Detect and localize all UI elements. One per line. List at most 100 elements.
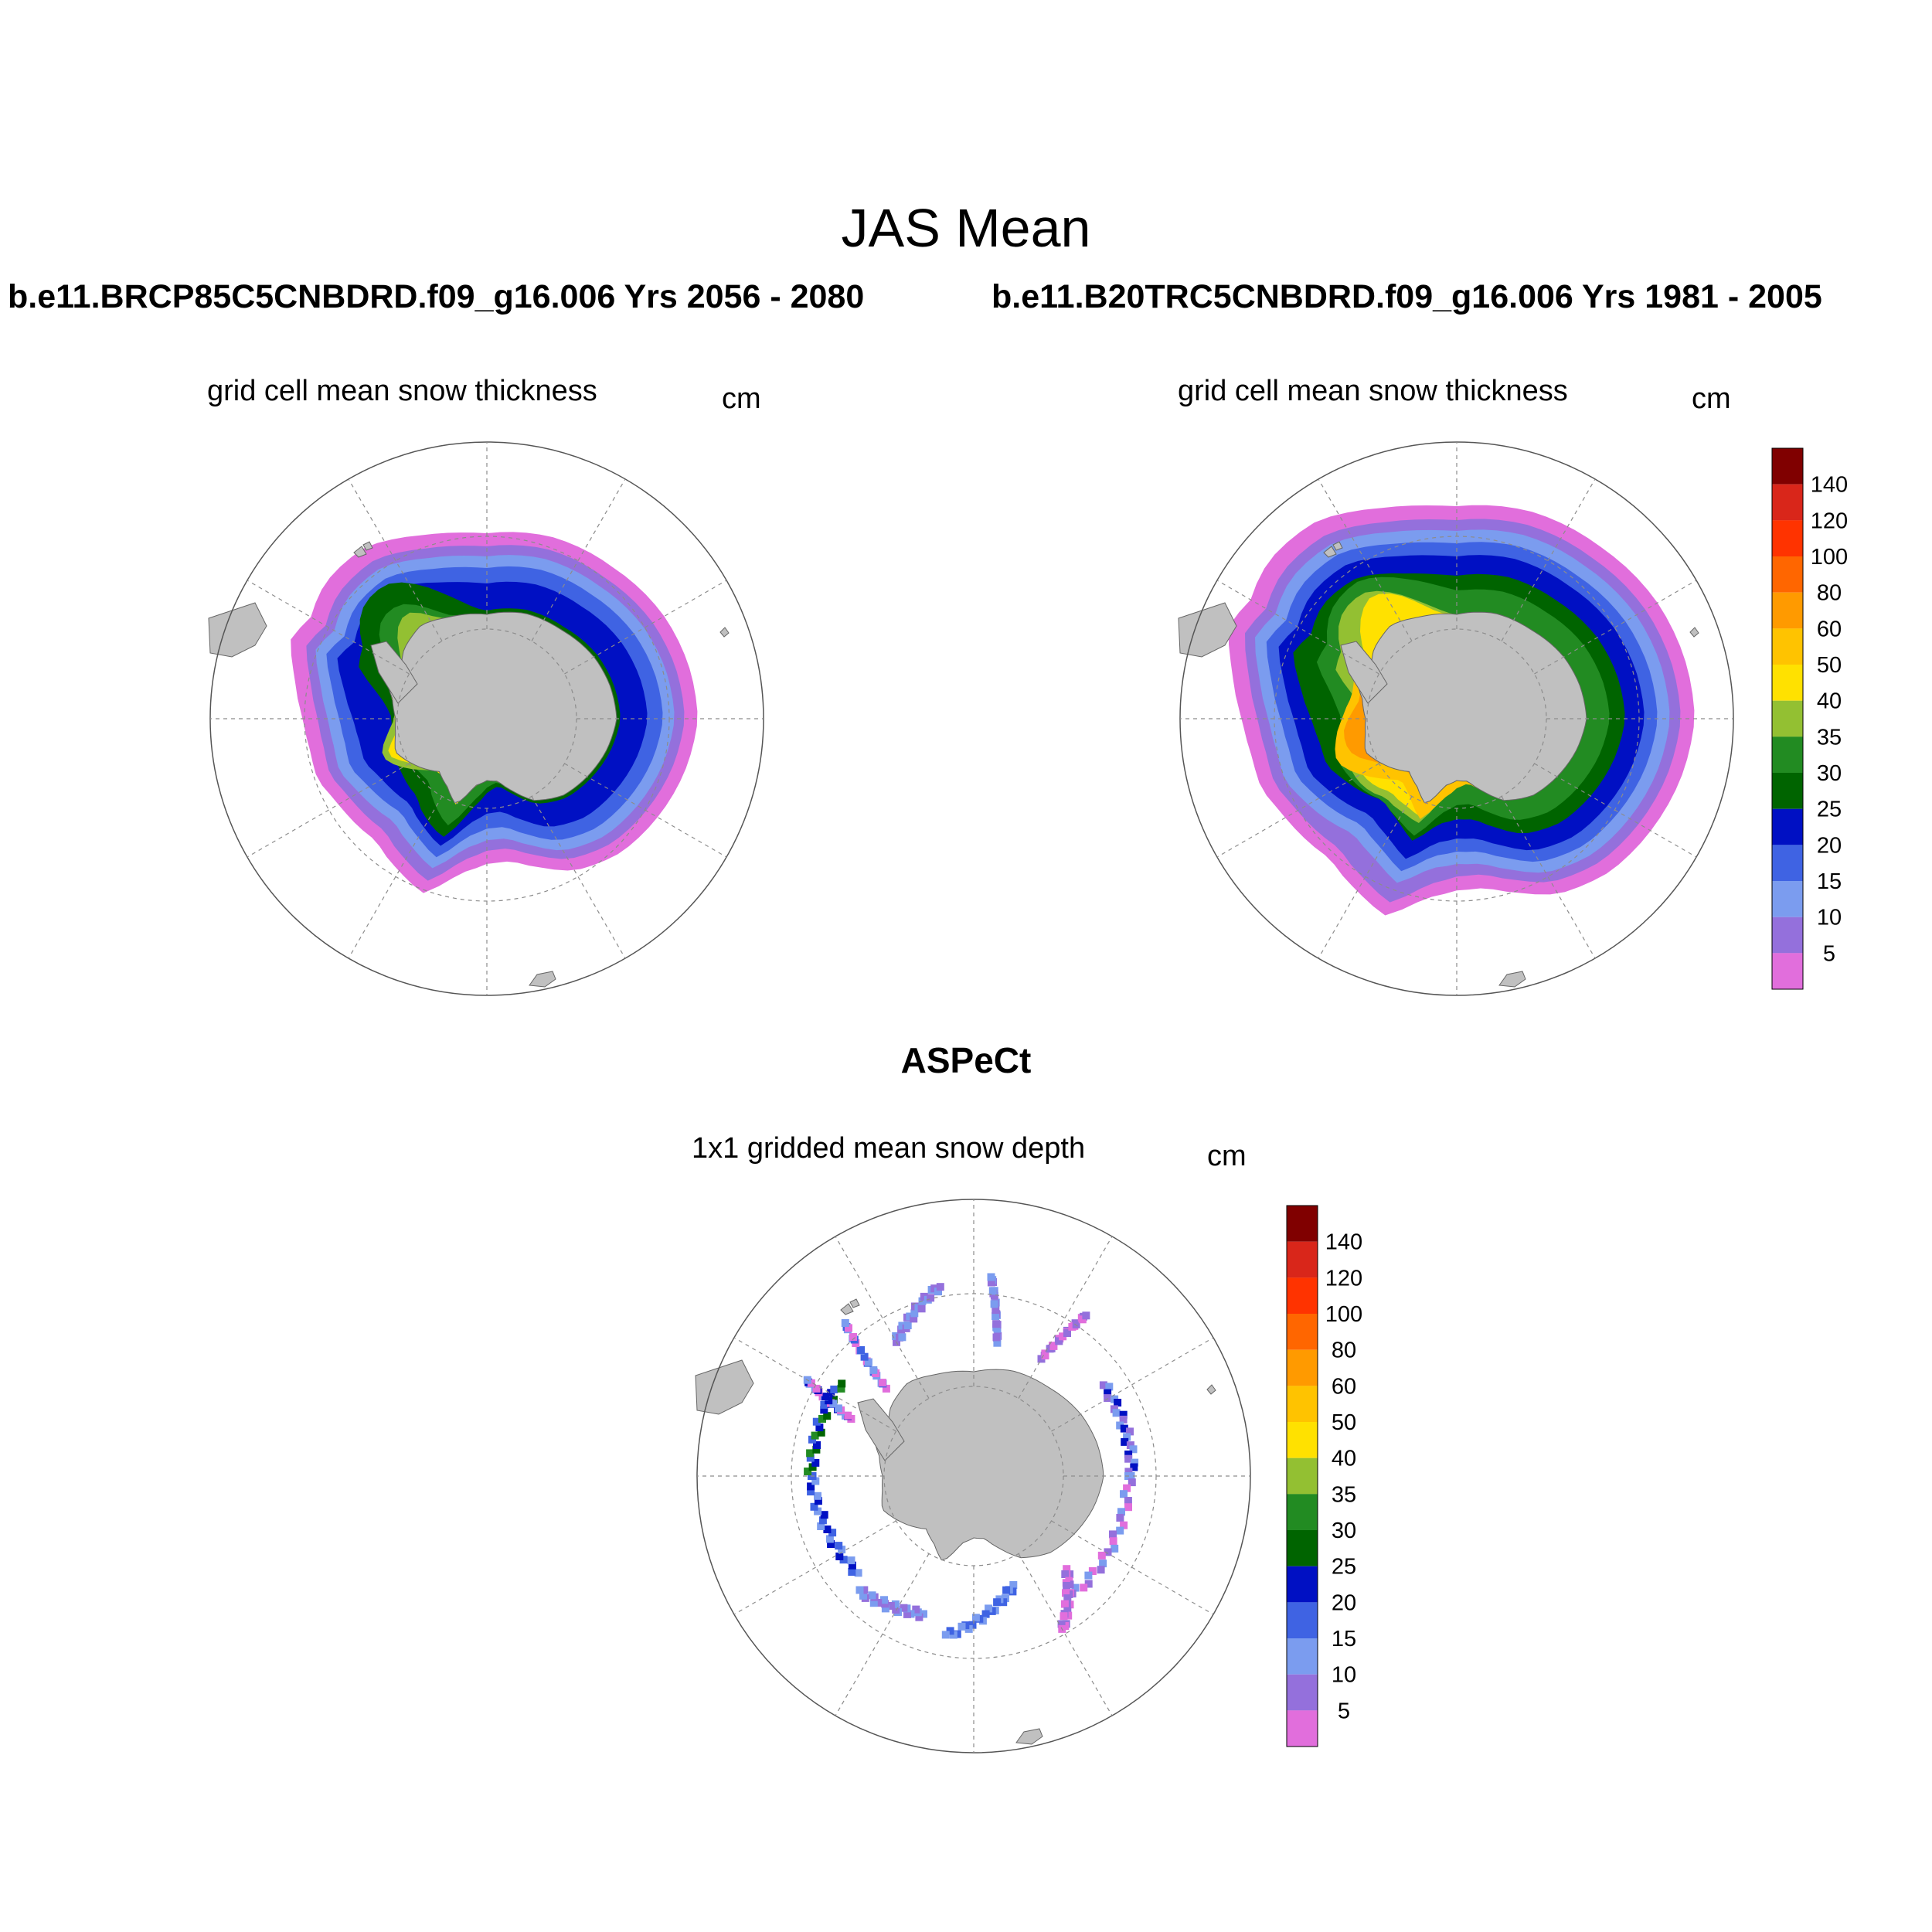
south-shetland-islands xyxy=(849,1298,860,1308)
track-cell xyxy=(808,1463,817,1471)
track-cell xyxy=(1119,1415,1128,1423)
meridian-line xyxy=(531,478,626,641)
antarctic-peninsula xyxy=(857,1398,905,1461)
panel-1-title: grid cell mean snow thickness xyxy=(207,375,597,407)
antarctic-peninsula xyxy=(1340,641,1388,704)
track-cell xyxy=(839,1556,848,1564)
colorbar-box xyxy=(1287,1206,1318,1242)
track-cell xyxy=(1084,1580,1093,1588)
track-cell xyxy=(811,1458,820,1467)
track-cell xyxy=(1109,1530,1117,1539)
meridian-line xyxy=(564,580,727,675)
track-cell xyxy=(815,1423,824,1432)
track-cell xyxy=(860,1586,869,1594)
track-cell xyxy=(1124,1503,1132,1512)
peninsula-island xyxy=(353,546,367,558)
colorbar-tick-label: 25 xyxy=(1817,798,1842,822)
colorbar-tick-label: 40 xyxy=(1817,689,1842,714)
track-cell xyxy=(882,1384,890,1393)
meridian-line xyxy=(247,580,410,675)
track-cell xyxy=(912,1605,920,1614)
track-cell xyxy=(845,1324,852,1332)
colorbar-box xyxy=(1772,448,1803,485)
colorbar-box xyxy=(1287,1314,1318,1350)
track-cell xyxy=(1131,1458,1139,1467)
track-cell xyxy=(813,1441,821,1449)
track-cell xyxy=(855,1586,864,1594)
track-cell xyxy=(820,1400,828,1409)
new-zealand-tip xyxy=(529,971,556,988)
track-cell xyxy=(992,1333,1001,1342)
colorbar-tick-label: 25 xyxy=(1332,1555,1356,1580)
track-cell xyxy=(1002,1586,1011,1594)
colorbar-tick-label: 100 xyxy=(1325,1302,1362,1327)
colorbar-box xyxy=(1287,1458,1318,1495)
track-cell xyxy=(1057,1620,1066,1628)
track-cell xyxy=(1041,1352,1049,1360)
track-cell xyxy=(854,1569,862,1577)
map-panel-aspect xyxy=(695,1199,1251,1753)
track-cell xyxy=(1123,1433,1131,1441)
colorbar-box xyxy=(1287,1277,1318,1314)
colorbar-box xyxy=(1287,1386,1318,1422)
colorbar-tick-label: 5 xyxy=(1338,1699,1350,1723)
track-cell xyxy=(1104,1548,1112,1556)
panel-3-units: cm xyxy=(1207,1140,1247,1172)
track-cell xyxy=(1060,1612,1068,1621)
track-cell xyxy=(987,1273,995,1281)
track-cell xyxy=(818,1516,827,1525)
track-cell xyxy=(891,1600,900,1608)
track-cell xyxy=(820,1511,828,1519)
meridian-line xyxy=(247,763,410,858)
antarctic-peninsula xyxy=(370,641,418,704)
track-cell xyxy=(992,1312,1000,1321)
track-cell xyxy=(1082,1311,1090,1320)
track-cell xyxy=(993,1598,1002,1607)
track-cell xyxy=(1105,1383,1114,1391)
meridian-line xyxy=(835,1236,930,1399)
track-cell xyxy=(1078,1315,1087,1324)
colorbar-box xyxy=(1772,592,1803,629)
track-cell xyxy=(825,1535,834,1543)
track-cell xyxy=(810,1502,818,1511)
track-cell xyxy=(1129,1445,1138,1454)
track-cell xyxy=(1126,1427,1134,1436)
meridian-line xyxy=(835,1553,930,1716)
meridian-line xyxy=(1318,478,1413,641)
ship-track-cells xyxy=(803,1273,1139,1639)
track-cell xyxy=(1124,1468,1133,1476)
colorbar-outline xyxy=(1286,1205,1318,1747)
track-cell xyxy=(848,1568,856,1576)
colorbar-box xyxy=(1772,953,1803,989)
track-cell xyxy=(1063,1329,1071,1337)
colorbar-tick-label: 35 xyxy=(1817,725,1842,750)
colorbar-box xyxy=(1287,1494,1318,1530)
track-cell xyxy=(987,1278,995,1287)
colorbar-tick-label: 10 xyxy=(1332,1663,1356,1688)
track-cell xyxy=(1124,1454,1133,1463)
colorbar-box xyxy=(1287,1566,1318,1603)
colorbar-box xyxy=(1287,1530,1318,1566)
track-cell xyxy=(957,1622,966,1631)
map-panel-historical xyxy=(1178,441,1734,996)
track-cell xyxy=(971,1614,980,1622)
track-cell xyxy=(1055,1337,1063,1345)
kerguelen-island xyxy=(1206,1384,1216,1395)
colorbar-box xyxy=(1772,881,1803,917)
track-cell xyxy=(848,1561,856,1570)
track-cell xyxy=(1117,1508,1125,1516)
colorbar-outline xyxy=(1771,447,1804,990)
kerguelen-island xyxy=(719,627,730,638)
meridian-line xyxy=(1216,763,1379,858)
right-run-label: b.e11.B20TRC5CNBDRD.f09_g16.006 Yrs 1981… xyxy=(992,278,1822,315)
colorbar-tick-label: 80 xyxy=(1817,581,1842,606)
meridian-line xyxy=(531,796,626,959)
panel-1-units: cm xyxy=(722,383,761,415)
track-cell xyxy=(881,1604,889,1613)
track-cell xyxy=(1124,1451,1133,1458)
track-cell xyxy=(1097,1551,1106,1560)
track-cell xyxy=(814,1507,822,1515)
track-cell xyxy=(820,1406,828,1414)
track-cell xyxy=(934,1287,942,1296)
colorbar-tick-label: 50 xyxy=(1332,1410,1356,1435)
